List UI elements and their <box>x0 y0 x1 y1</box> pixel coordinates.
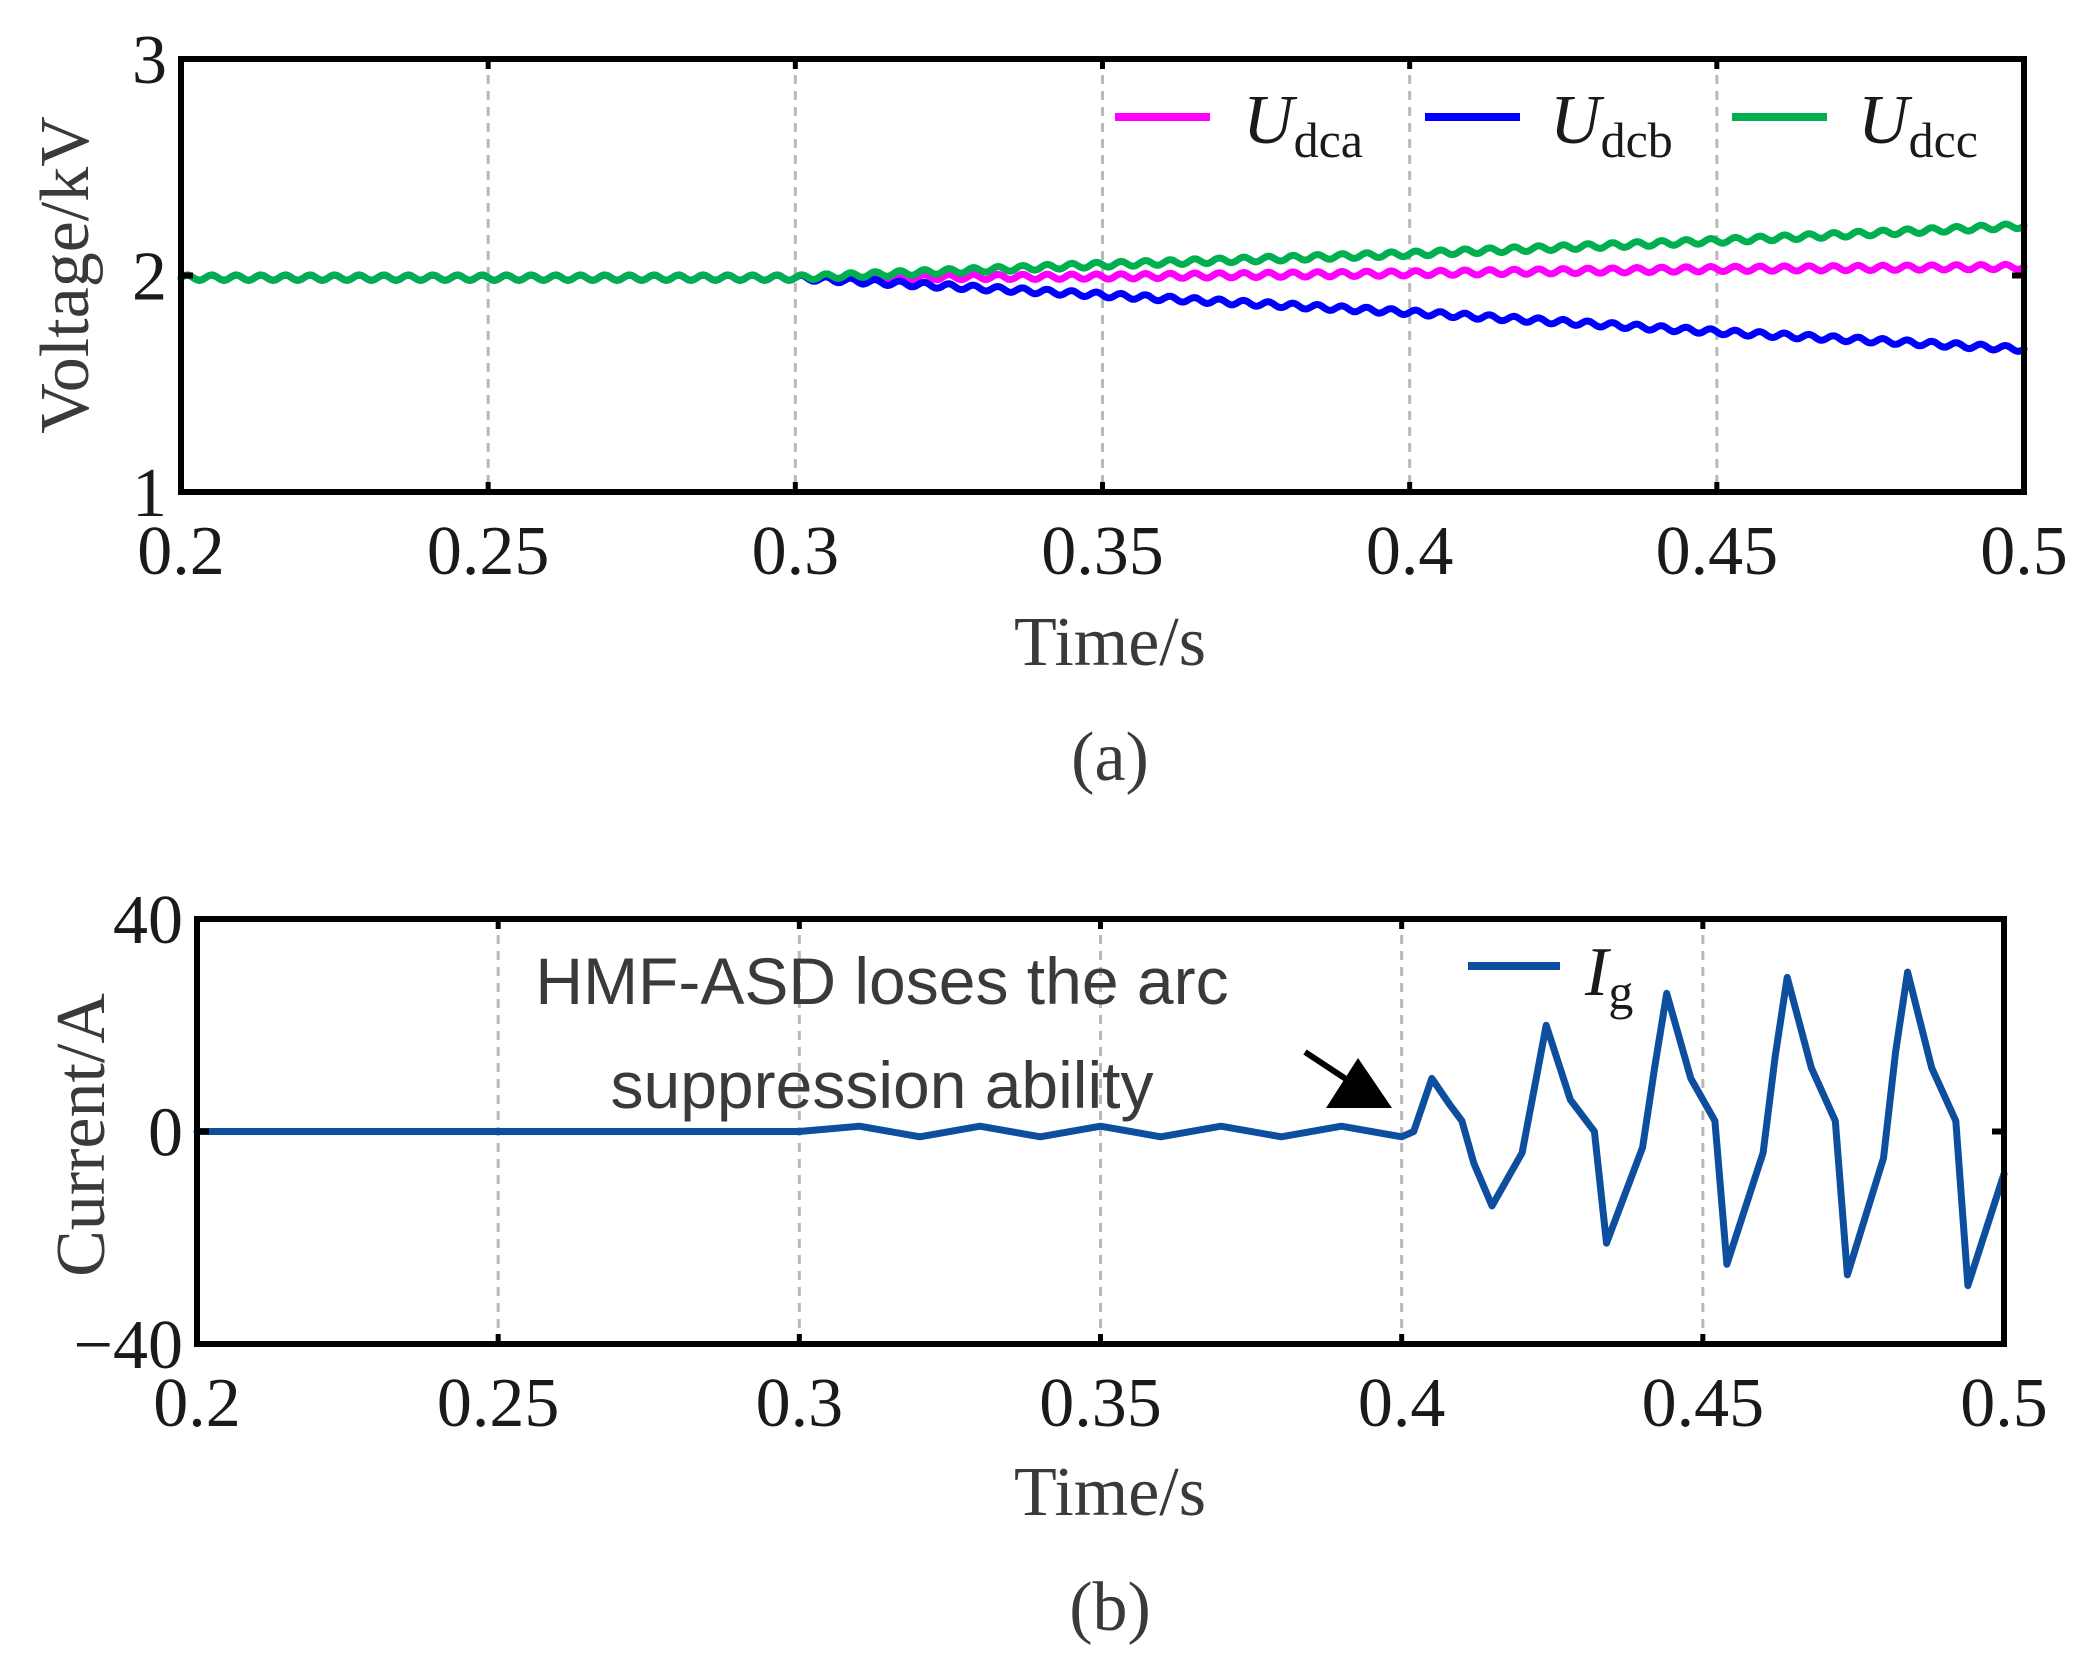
chart-a-caption: (a) <box>1071 719 1149 796</box>
y-tick-label: 2 <box>132 239 167 316</box>
chart-b-caption: (b) <box>1069 1569 1151 1646</box>
chart-a-x-ticks: 0.2 0.25 0.3 0.35 0.4 0.45 0.5 <box>137 59 2068 590</box>
legend-label-udcb: Udcb <box>1550 82 1673 168</box>
x-tick-label: 0.35 <box>1041 513 1164 590</box>
legend-label-udca: Udca <box>1243 82 1363 168</box>
x-tick-label: 0.5 <box>1960 1365 2048 1442</box>
chart-a-x-axis-label: Time/s <box>1014 604 1206 681</box>
chart-b-series <box>193 968 2008 1290</box>
legend-label-udcc: Udcc <box>1858 82 1978 168</box>
annotation-arrow-head <box>1326 1058 1392 1108</box>
y-tick-label: 1 <box>132 455 167 532</box>
x-tick-label: 0.2 <box>153 1365 241 1442</box>
chart-a: 123 0.2 0.25 0.3 0.35 0.4 0.45 0.5 Voltage/kV … <box>27 22 2068 796</box>
x-tick-label: 0.4 <box>1358 1365 1446 1442</box>
series-line-udcc <box>177 220 2028 284</box>
chart-b-y-axis-label: Current/A <box>43 993 120 1277</box>
chart-a-legend: Udca Udcb Udcc <box>1115 82 1978 168</box>
y-tick-label: 3 <box>132 22 167 99</box>
chart-b-legend: Ig <box>1468 934 1633 1020</box>
x-tick-label: 0.25 <box>427 513 550 590</box>
chart-b-y-ticks: −40 0 40 <box>74 882 2004 1384</box>
chart-a-series <box>177 220 2028 355</box>
x-tick-label: 0.3 <box>756 1365 844 1442</box>
x-tick-label: 0.45 <box>1642 1365 1765 1442</box>
annotation-text-line-2: suppression ability <box>611 1048 1154 1122</box>
annotation-arc-suppression: HMF-ASD loses the arc suppression abilit… <box>535 944 1392 1122</box>
chart-a-y-ticks: 1 2 3 <box>132 22 2024 532</box>
y-tick-label: 0 <box>148 1095 183 1172</box>
series-line-ig <box>193 968 2008 1290</box>
x-tick-label: 0.4 <box>1366 513 1454 590</box>
chart-b: −40 0 40 0.2 0.25 0.3 0.35 0.4 0.45 0.5 Current/… <box>43 882 2048 1646</box>
annotation-text-line-1: HMF-ASD loses the arc <box>535 944 1228 1018</box>
x-tick-label: 0.2 <box>137 513 225 590</box>
x-tick-label: 0.45 <box>1656 513 1779 590</box>
x-tick-label: 0.35 <box>1039 1365 1162 1442</box>
x-tick-label: 0.5 <box>1980 513 2068 590</box>
y-tick-label: −40 <box>74 1307 183 1384</box>
chart-a-y-axis-label: Voltage/kV <box>27 116 104 434</box>
x-tick-label: 0.25 <box>437 1365 560 1442</box>
chart-b-x-ticks: 0.2 0.25 0.3 0.35 0.4 0.45 0.5 <box>153 919 2048 1442</box>
chart-b-x-axis-label: Time/s <box>1014 1454 1206 1531</box>
x-tick-label: 0.3 <box>752 513 840 590</box>
legend-label-ig: Ig <box>1584 934 1633 1020</box>
y-tick-label: 40 <box>113 882 183 959</box>
